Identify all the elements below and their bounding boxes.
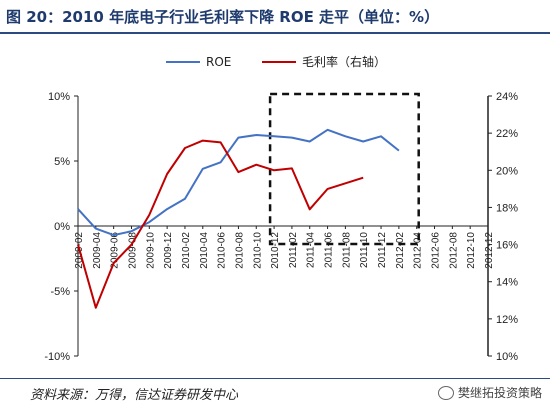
legend-label-gross-margin: 毛利率（右轴） [302, 54, 386, 69]
x-tick-label: 2009-10 [145, 232, 156, 269]
x-tick-label: 2011-08 [341, 232, 352, 268]
x-tick-label: 2009-04 [92, 232, 103, 269]
y-right-tick-label: 18% [496, 202, 518, 214]
y-left-tick-label: 5% [54, 156, 70, 168]
x-tick-label: 2012-12 [484, 232, 495, 269]
x-tick-label: 2010-02 [181, 232, 192, 269]
series-line-gross-margin [77, 139, 364, 309]
x-tick-label: 2009-08 [127, 232, 138, 269]
x-tick-label: 2012-10 [466, 232, 477, 269]
x-tick-label: 2012-08 [448, 232, 459, 269]
y-right-tick-label: 12% [496, 314, 518, 326]
brand-name: 樊继拓投资策略 [457, 386, 542, 400]
y-right-tick-label: 24% [496, 91, 518, 103]
series-line-roe [77, 128, 400, 237]
x-tick-label: 2010-04 [199, 232, 210, 269]
y-left-tick-label: -5% [50, 286, 70, 298]
legend-label-roe: ROE [206, 55, 231, 69]
x-tick-label: 2010-08 [234, 232, 245, 269]
x-tick-label: 2010-06 [217, 232, 228, 269]
x-tick-label: 2011-04 [306, 232, 317, 268]
y-right-tick-label: 22% [496, 128, 518, 140]
footer-divider [0, 378, 550, 379]
y-right-tick-label: 14% [496, 277, 518, 289]
y-right-tick-label: 10% [496, 351, 518, 363]
y-left-tick-label: 0% [54, 221, 70, 233]
x-tick-label: 2010-12 [270, 232, 281, 269]
x-tick-label: 2009-12 [163, 232, 174, 269]
x-tick-label: 2009-06 [110, 232, 121, 269]
x-tick-label: 2011-12 [377, 232, 388, 268]
y-right-tick-label: 16% [496, 240, 518, 252]
y-left-tick-label: -10% [44, 351, 70, 363]
x-tick-label: 2012-04 [413, 232, 424, 269]
y-right-tick-label: 20% [496, 165, 518, 177]
x-tick-label: 2010-10 [252, 232, 263, 269]
x-tick-label: 2012-02 [395, 232, 406, 269]
page-title: 图 20：2010 年底电子行业毛利率下降 ROE 走平（单位：%） [6, 8, 440, 26]
x-tick-label: 2012-06 [431, 232, 442, 269]
brand-mark: 樊继拓投资策略 [437, 384, 542, 401]
y-left-tick-label: 10% [48, 91, 70, 103]
x-tick-label: 2011-06 [324, 232, 335, 268]
x-tick-label: 2011-02 [288, 232, 299, 268]
source-note: 资料来源：万得，信达证券研发中心 [30, 388, 239, 403]
chart: 10% 5% 0% -5% -10% 24% 22% 20% 18% 16% 14% 12% 10% 20… [44, 54, 518, 363]
title-divider [0, 32, 550, 34]
wechat-icon [437, 385, 454, 400]
x-tick-label: 2011-10 [359, 232, 370, 268]
